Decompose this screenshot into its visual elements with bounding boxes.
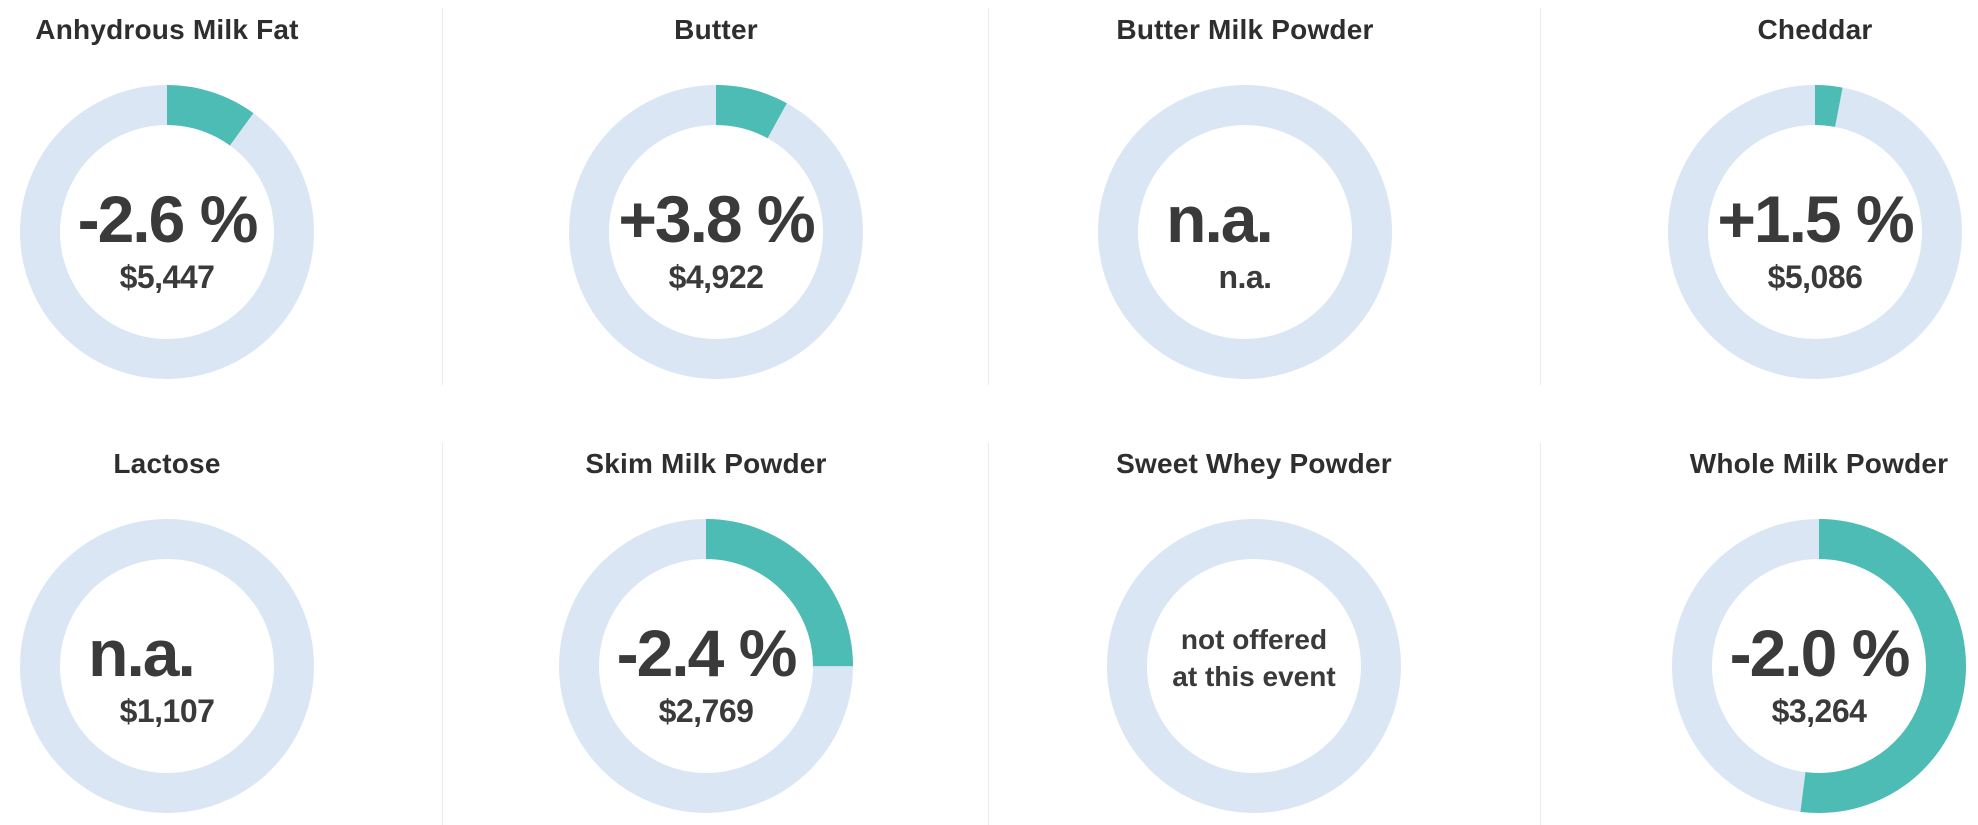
not-offered-note-line2: at this event bbox=[1172, 661, 1336, 692]
product-title: Cheddar bbox=[1757, 14, 1873, 45]
donut-card-anhydrous-milk-fat: Anhydrous Milk Fat -2.6 % $5,447 bbox=[0, 0, 397, 400]
donut-chart: n.a. $1,107 bbox=[20, 519, 314, 813]
column-divider bbox=[1540, 443, 1541, 825]
donut-card-whole-milk-powder: Whole Milk Powder -2.0 % $3,264 bbox=[1589, 0, 1978, 825]
product-title: Lactose bbox=[113, 448, 221, 479]
donut-chart: +1.5 % $5,086 bbox=[1668, 85, 1962, 379]
change-percent: +3.8 % bbox=[618, 182, 815, 256]
donut-card-sweet-whey-powder: Sweet Whey Powder not offered at this ev… bbox=[1024, 0, 1484, 825]
column-divider bbox=[1540, 8, 1541, 385]
column-divider bbox=[988, 443, 989, 825]
price-value: $5,447 bbox=[119, 259, 215, 295]
donut-svg bbox=[1098, 85, 1392, 379]
product-title: Sweet Whey Powder bbox=[1116, 448, 1392, 479]
donut-value-arc bbox=[559, 519, 853, 813]
column-divider bbox=[988, 8, 989, 385]
donut-value-arc bbox=[20, 85, 314, 379]
column-divider bbox=[442, 8, 443, 385]
change-percent: -2.6 % bbox=[77, 182, 259, 256]
product-title: Anhydrous Milk Fat bbox=[35, 14, 299, 45]
price-value: n.a. bbox=[1218, 259, 1272, 295]
donut-track-ring bbox=[20, 519, 314, 813]
price-value: $5,086 bbox=[1767, 259, 1863, 295]
product-title: Butter Milk Powder bbox=[1116, 14, 1374, 45]
donut-svg bbox=[1668, 85, 1962, 379]
price-value: $1,107 bbox=[119, 693, 215, 729]
donut-card-skim-milk-powder: Skim Milk Powder -2.4 % $2,769 bbox=[476, 0, 936, 825]
donut-svg bbox=[20, 85, 314, 379]
not-offered-note-line1: not offered bbox=[1180, 624, 1328, 655]
donut-chart: +3.8 % $4,922 bbox=[569, 85, 863, 379]
not-offered-note: not offered at this event bbox=[1107, 621, 1401, 695]
donut-value-arc bbox=[1668, 85, 1962, 379]
donut-chart: n.a. n.a. bbox=[1098, 85, 1392, 379]
donut-card-cheddar: Cheddar +1.5 % $5,086 bbox=[1585, 0, 1978, 400]
product-title: Skim Milk Powder bbox=[585, 448, 827, 479]
change-percent: +1.5 % bbox=[1717, 182, 1914, 256]
donut-svg bbox=[559, 519, 853, 813]
donut-track-ring bbox=[1107, 519, 1401, 813]
donut-svg bbox=[569, 85, 863, 379]
donut-card-butter: Butter +3.8 % $4,922 bbox=[486, 0, 946, 400]
donut-chart: not offered at this event bbox=[1107, 519, 1401, 813]
donut-value-arc bbox=[1672, 519, 1966, 813]
product-title: Whole Milk Powder bbox=[1689, 448, 1949, 479]
price-value: $2,769 bbox=[658, 693, 754, 729]
donut-chart: -2.6 % $5,447 bbox=[20, 85, 314, 379]
column-divider bbox=[442, 443, 443, 825]
donut-card-butter-milk-powder: Butter Milk Powder n.a. n.a. bbox=[1015, 0, 1475, 400]
donut-svg bbox=[1672, 519, 1966, 813]
price-value: $3,264 bbox=[1771, 693, 1867, 729]
donut-chart: -2.4 % $2,769 bbox=[559, 519, 853, 813]
donut-svg bbox=[1107, 519, 1401, 813]
change-percent: n.a. bbox=[1166, 182, 1274, 256]
donut-value-arc bbox=[569, 85, 863, 379]
change-percent: -2.4 % bbox=[616, 616, 798, 690]
change-percent: -2.0 % bbox=[1729, 616, 1911, 690]
donut-chart: -2.0 % $3,264 bbox=[1672, 519, 1966, 813]
product-title: Butter bbox=[674, 14, 758, 45]
donut-card-lactose: Lactose n.a. $1,107 bbox=[0, 0, 397, 825]
price-value: $4,922 bbox=[668, 259, 764, 295]
donut-track-ring bbox=[1098, 85, 1392, 379]
change-percent: n.a. bbox=[88, 616, 196, 690]
donut-svg bbox=[20, 519, 314, 813]
